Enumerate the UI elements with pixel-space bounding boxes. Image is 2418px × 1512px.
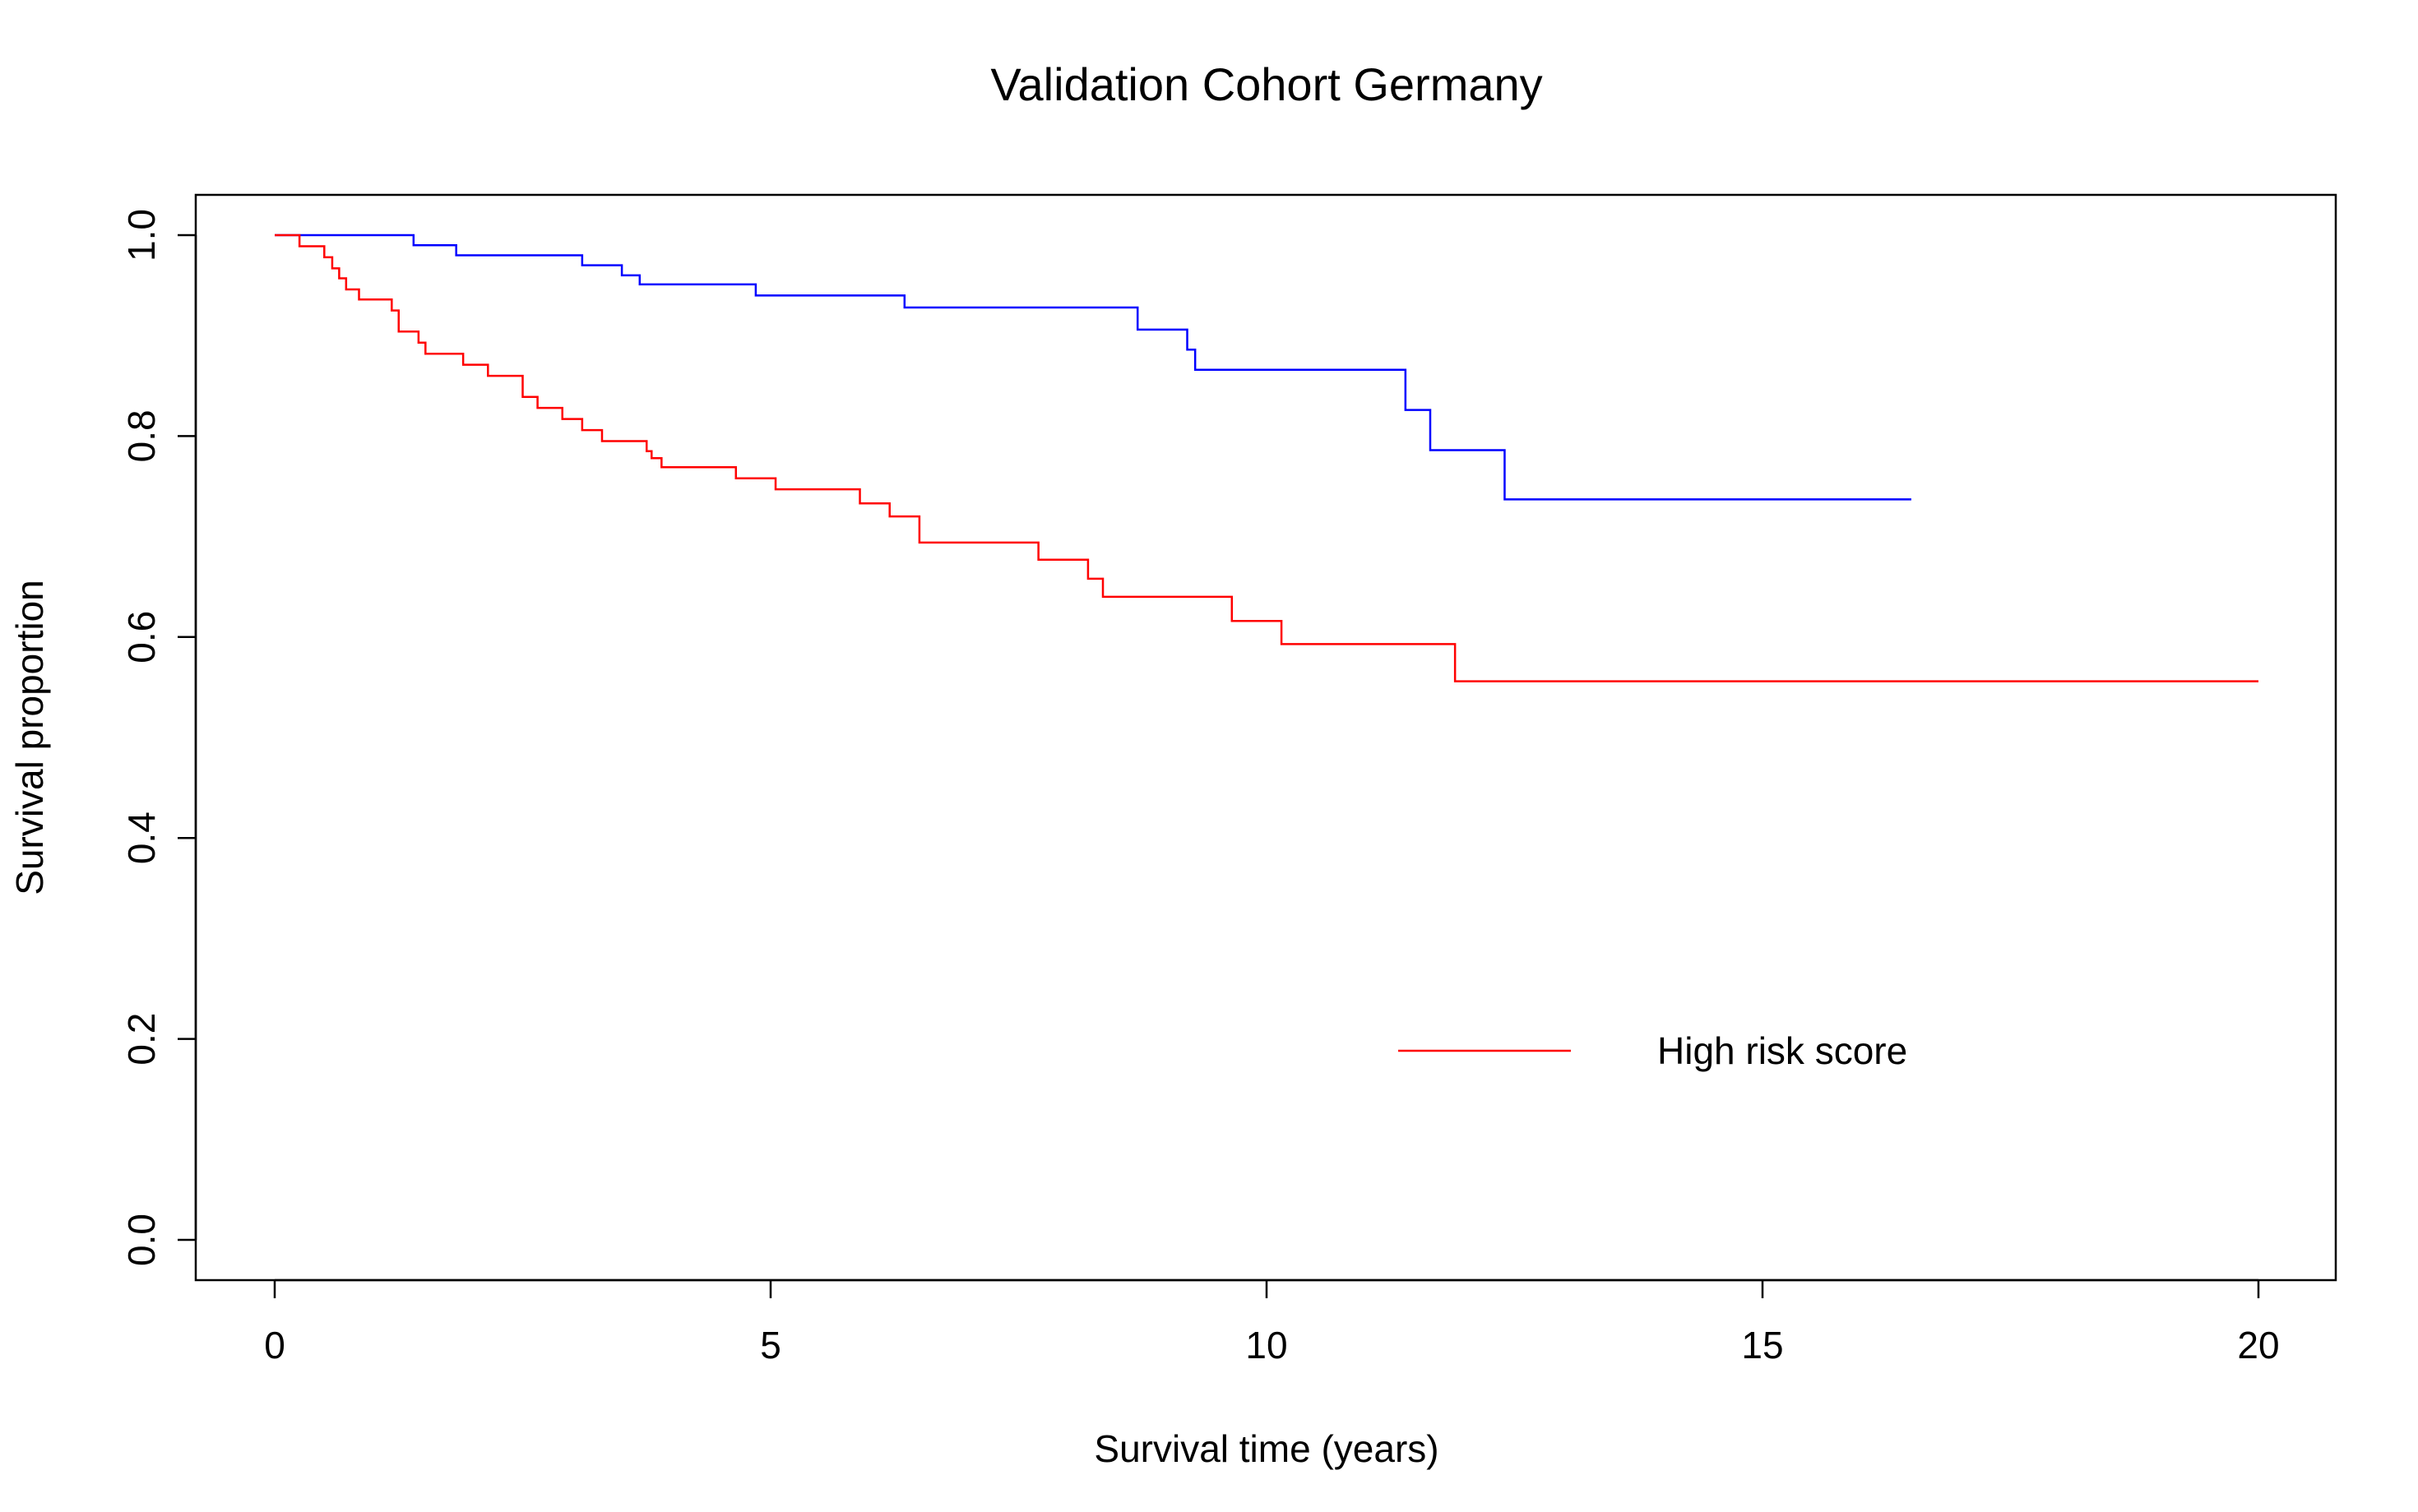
y-tick-label: 0.2	[120, 1013, 163, 1066]
x-tick-label: 10	[1245, 1324, 1287, 1366]
y-tick-label: 0.4	[120, 811, 163, 864]
x-tick-label: 0	[264, 1324, 285, 1366]
y-tick-label: 0.0	[120, 1214, 163, 1266]
x-tick-label: 5	[760, 1324, 781, 1366]
legend: High risk score	[1398, 1029, 1907, 1072]
x-tick-label: 15	[1741, 1324, 1783, 1366]
legend-label-high-risk: High risk score	[1657, 1029, 1907, 1072]
x-axis-label: Survival time (years)	[1094, 1427, 1438, 1470]
y-axis-label: Survival proportion	[8, 580, 51, 895]
series-line-low-risk	[275, 234, 1911, 501]
x-tick-label: 20	[2237, 1324, 2279, 1366]
series-layer	[275, 234, 2258, 682]
y-tick-label: 1.0	[120, 209, 163, 261]
series-line-high-risk	[275, 234, 2258, 682]
y-tick-label: 0.6	[120, 611, 163, 664]
y-axis: 0.0 0.2 0.4 0.6 0.8 1.0	[120, 209, 197, 1266]
y-tick-label: 0.8	[120, 409, 163, 462]
plot-frame	[194, 193, 2337, 1282]
x-axis: 0 5 10 15 20	[264, 1278, 2280, 1366]
chart-title: Validation Cohort Germany	[990, 58, 1542, 110]
